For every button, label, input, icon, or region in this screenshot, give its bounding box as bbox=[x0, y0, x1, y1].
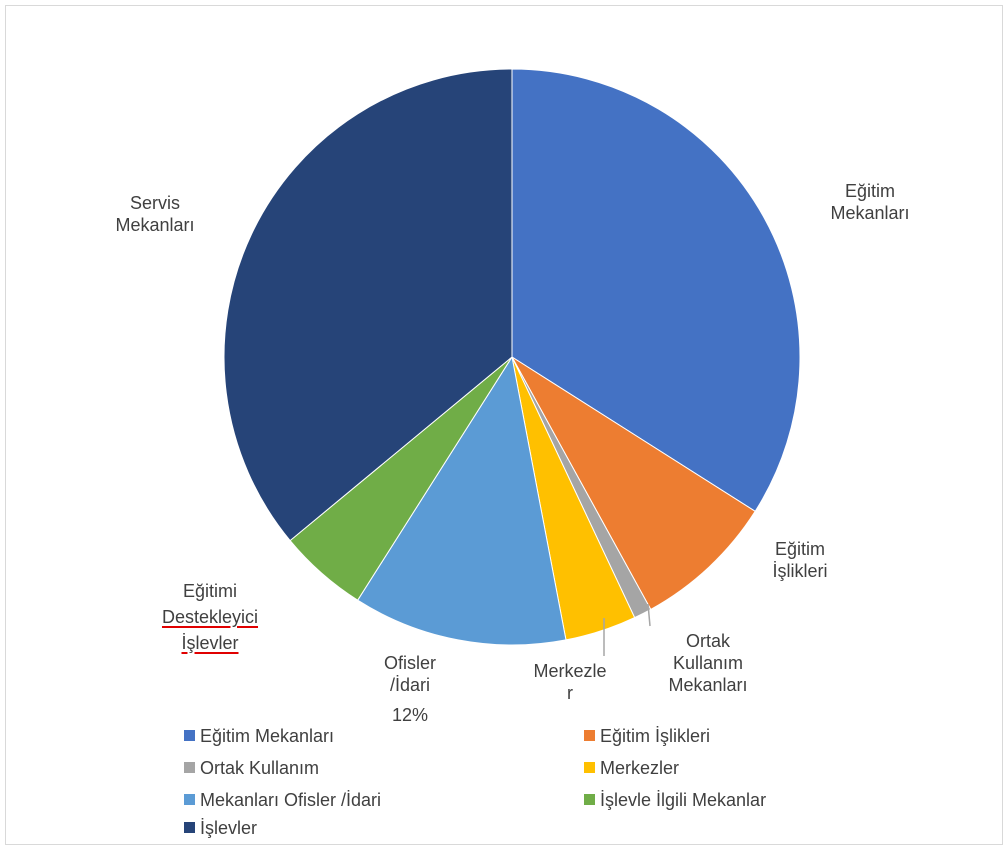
legend-item: İşlevler bbox=[184, 818, 257, 838]
pie-slice-2 bbox=[511, 356, 756, 611]
label-ofisler: Ofisler /İdari bbox=[383, 653, 436, 695]
legend-swatch bbox=[584, 762, 595, 773]
legend-item: Eğitim Mekanları bbox=[184, 726, 334, 746]
legend-label: İşlevle İlgili Mekanlar bbox=[600, 790, 767, 810]
label-egitimi-destekleyici-3-text: İşlevler bbox=[181, 633, 239, 653]
label-servis-mekanlari: Servis Mekanları bbox=[115, 193, 195, 235]
label-egitimi-destekleyici-1: Eğitimi bbox=[182, 581, 237, 601]
label-ortak-kullanim: Ortak Kullanım Mekanları bbox=[668, 631, 748, 695]
legend-item: Eğitim İşlikleri bbox=[584, 726, 710, 746]
pie-slice-5 bbox=[356, 355, 567, 646]
label-egitim-mekanlari: Eğitim Mekanları bbox=[830, 181, 910, 223]
legend-item: Mekanları Ofisler /İdari bbox=[184, 790, 381, 810]
label-ofisler-percent: 12% bbox=[391, 705, 429, 725]
legend-item: Ortak Kullanım bbox=[184, 758, 319, 778]
legend-swatch bbox=[184, 762, 195, 773]
legend-label: Eğitim Mekanları bbox=[200, 726, 335, 746]
label-egitimi-destekleyici-2: Destekleyici bbox=[140, 606, 280, 628]
leader-line-2 bbox=[647, 603, 651, 627]
label-egitim-islikleri: Eğitim İşlikleri bbox=[772, 539, 828, 581]
legend-label: Mekanları Ofisler /İdari bbox=[200, 790, 382, 810]
legend-label: Merkezler bbox=[600, 758, 680, 778]
label-egitimi-destekleyici-3: İşlevler bbox=[140, 632, 280, 654]
label-egitimi-destekleyici-2-text: Destekleyici bbox=[161, 607, 259, 627]
legend-swatch bbox=[584, 730, 595, 741]
legend-label: İşlevler bbox=[200, 818, 258, 838]
pie-slice-1 bbox=[511, 68, 801, 513]
legend-swatch bbox=[584, 794, 595, 805]
legend-swatch bbox=[184, 730, 195, 741]
label-merkezler: Merkezle r bbox=[533, 661, 607, 703]
legend-swatch bbox=[184, 794, 195, 805]
legend-item: İşlevle İlgili Mekanlar bbox=[584, 790, 766, 810]
legend-swatch bbox=[184, 822, 195, 833]
pie-slice-7 bbox=[223, 68, 513, 542]
legend-label: Ortak Kullanım bbox=[200, 758, 320, 778]
legend-item: Merkezler bbox=[584, 758, 679, 778]
legend-label: Eğitim İşlikleri bbox=[600, 726, 711, 746]
